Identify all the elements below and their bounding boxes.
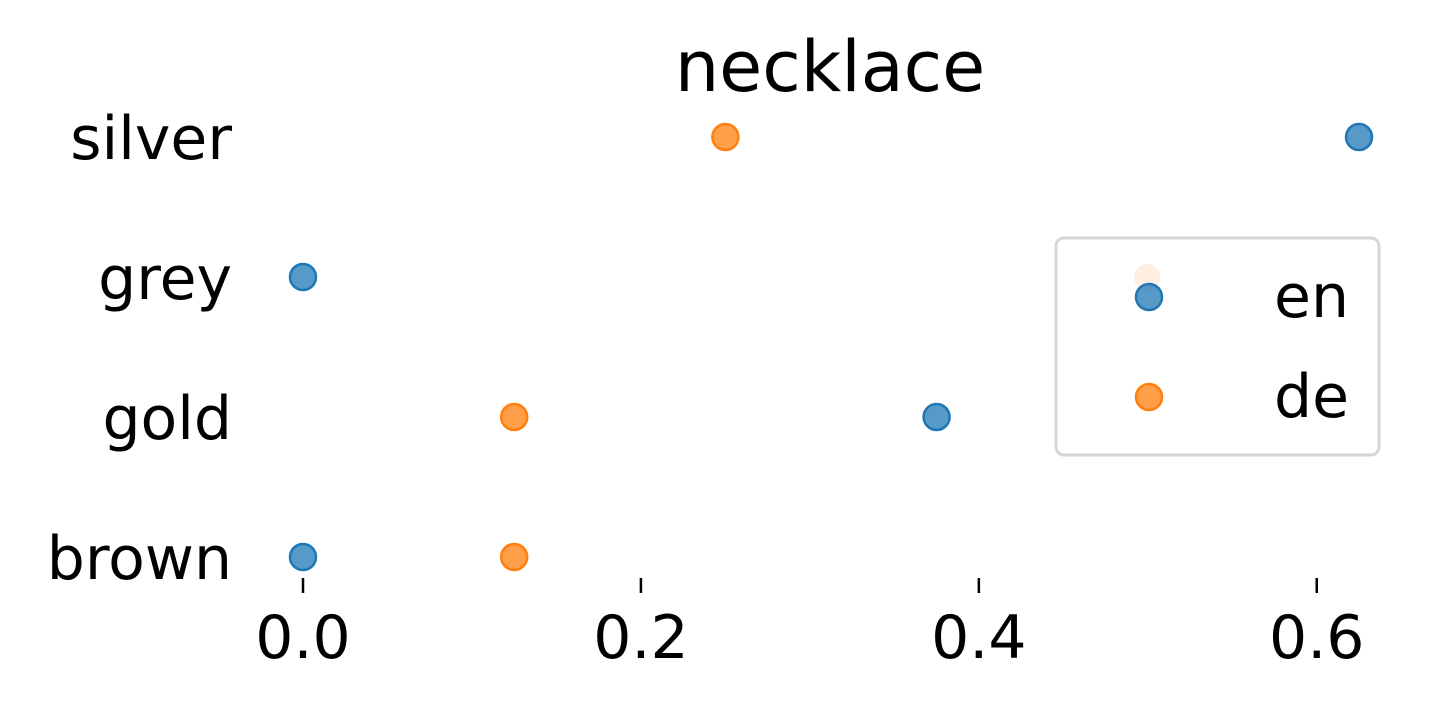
x-axis: 0.0 0.2 0.4 0.6	[255, 578, 1364, 673]
point-en-grey	[288, 262, 318, 292]
point-en-silver	[1344, 122, 1374, 152]
data-points	[288, 122, 1374, 572]
y-tick-label-gold: gold	[102, 384, 232, 454]
y-axis: silver grey gold brown	[47, 104, 233, 594]
legend: en de	[1054, 236, 1381, 457]
point-en-gold	[922, 402, 951, 432]
x-tick-label: 0.0	[255, 603, 350, 673]
point-en-brown	[288, 542, 318, 572]
legend-entries: en de	[1134, 262, 1349, 432]
y-tick-label-grey: grey	[98, 244, 232, 314]
point-de-brown	[499, 542, 529, 572]
point-de-gold	[499, 402, 529, 432]
legend-marker-de	[1134, 382, 1164, 412]
x-tick-label: 0.6	[1269, 603, 1364, 673]
legend-label-de: de	[1274, 362, 1349, 432]
chart-title: necklace	[675, 26, 985, 108]
y-tick-label-silver: silver	[70, 104, 232, 174]
legend-marker-en	[1134, 282, 1164, 312]
legend-label-en: en	[1274, 262, 1349, 332]
point-de-silver	[711, 122, 740, 152]
y-tick-label-brown: brown	[47, 524, 232, 594]
x-tick-label: 0.2	[593, 603, 688, 673]
x-tick-label: 0.4	[931, 603, 1026, 673]
